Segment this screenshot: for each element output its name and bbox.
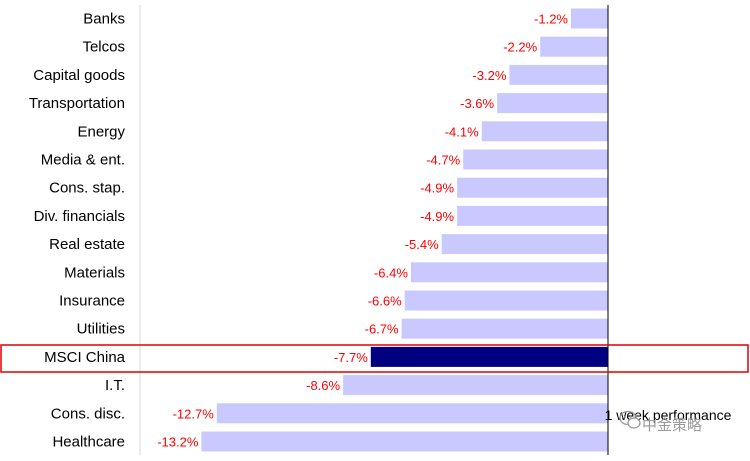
category-label-insurance: Insurance [59,293,125,310]
value-label-div-financials: -4.9% [420,209,454,224]
bars-layer [201,8,609,452]
bar-cons-disc [216,403,609,424]
category-label-div-financials: Div. financials [34,208,125,225]
watermark-text: 中金策略 [642,417,702,434]
bar-materials [410,262,608,283]
category-label-banks: Banks [83,11,125,28]
category-label-cons-stap: Cons. stap. [49,180,125,197]
bar-capital-goods [509,64,608,85]
value-label-media-ent: -4.7% [426,153,460,168]
bar-telcos [540,36,608,57]
watermark: 中金策略 [619,410,702,434]
value-label-energy: -4.1% [445,124,479,139]
value-label-insurance: -6.6% [368,294,402,309]
value-label-i-t: -8.6% [306,378,340,393]
wechat-icon [619,410,641,429]
bar-healthcare [201,431,608,452]
category-label-media-ent: Media & ent. [41,152,125,169]
value-label-cons-disc: -12.7% [173,406,215,421]
bar-msci-china [370,346,608,367]
value-label-capital-goods: -3.2% [472,68,506,83]
bar-media-ent [463,149,608,170]
bar-cons-stap [457,177,608,198]
value-label-msci-china: -7.7% [334,350,368,365]
bar-banks [571,8,608,29]
msci-china-highlight-box [0,344,749,373]
category-label-telcos: Telcos [82,39,125,56]
category-label-transportation: Transportation [29,95,125,112]
bar-transportation [497,93,608,114]
category-label-energy: Energy [77,123,125,140]
category-label-healthcare: Healthcare [52,434,125,451]
value-label-healthcare: -13.2% [157,435,199,450]
value-label-cons-stap: -4.9% [420,181,454,196]
category-label-real-estate: Real estate [49,236,125,253]
bar-utilities [401,318,608,339]
bar-real-estate [441,234,608,255]
bar-div-financials [457,205,608,226]
value-label-telcos: -2.2% [503,40,537,55]
category-label-utilities: Utilities [77,321,125,338]
category-label-capital-goods: Capital goods [33,67,125,84]
value-label-banks: -1.2% [534,12,568,27]
value-label-real-estate: -5.4% [405,237,439,252]
category-label-msci-china: MSCI China [44,349,126,366]
value-label-materials: -6.4% [374,265,408,280]
value-label-utilities: -6.7% [365,322,399,337]
value-label-transportation: -3.6% [460,96,494,111]
category-label-i-t: I.T. [105,377,125,394]
value-labels-layer: -1.2% -2.2% -3.2% -3.6% -4.1% -4.7% -4.9% -4.9%… [157,12,568,450]
bar-energy [481,121,608,142]
bar-i-t [343,375,608,396]
category-labels-layer: Banks Telcos Capital goods Transportation En… [29,11,126,451]
category-label-materials: Materials [64,264,125,281]
bar-insurance [404,290,608,311]
category-label-cons-disc: Cons. disc. [51,405,125,422]
